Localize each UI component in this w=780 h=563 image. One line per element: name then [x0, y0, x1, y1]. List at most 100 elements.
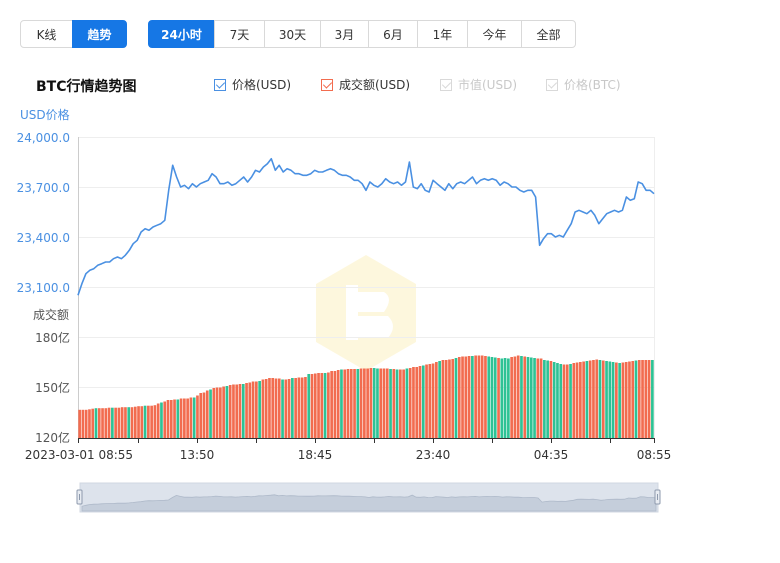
range-ytd-button[interactable]: 今年: [467, 20, 522, 48]
volume-bar: [84, 409, 88, 438]
legend-price-btc[interactable]: 价格(BTC): [546, 76, 621, 93]
legend-price-usd[interactable]: 价格(USD): [214, 76, 291, 93]
volume-bar: [313, 373, 317, 438]
volume-bar: [395, 369, 399, 438]
volume-bar: [585, 361, 589, 438]
volume-axis-title: 成交额: [33, 307, 69, 322]
volume-bar: [340, 369, 343, 438]
price-tick-label: 23,100.0: [17, 281, 70, 295]
volume-bar: [91, 408, 95, 438]
volume-bar: [493, 357, 497, 438]
legend-marketcap-usd[interactable]: 市值(USD): [440, 76, 517, 93]
volume-bar: [556, 363, 559, 438]
volume-bar: [124, 407, 127, 438]
checkbox-icon: [440, 78, 452, 91]
volume-bar: [382, 368, 386, 438]
volume-bar: [212, 388, 216, 438]
checkbox-icon: [214, 78, 226, 91]
volume-bar: [300, 377, 304, 438]
volume-bar: [408, 368, 412, 438]
volume-bar: [592, 360, 595, 438]
volume-bar: [219, 387, 222, 438]
volume-bar: [104, 408, 108, 438]
volume-bar: [565, 364, 569, 438]
volume-bar: [615, 362, 618, 438]
range-30d-button[interactable]: 30天: [264, 20, 321, 48]
volume-bar: [281, 379, 284, 438]
volume-bar: [349, 369, 353, 438]
legend-label: 市值(USD): [458, 78, 518, 92]
volume-bar: [405, 368, 409, 438]
volume-bar: [428, 364, 432, 438]
volume-bar: [120, 407, 124, 438]
range-1y-button[interactable]: 1年: [417, 20, 468, 48]
volume-bar: [536, 358, 540, 438]
volume-bar: [127, 407, 131, 438]
volume-bar: [503, 358, 507, 438]
legend-label: 价格(USD): [232, 78, 292, 92]
volume-bar: [241, 384, 245, 438]
volume-bar: [582, 361, 585, 438]
volume-bar: [454, 358, 458, 438]
volume-bar: [372, 368, 376, 438]
volume-bar: [97, 408, 101, 438]
volume-bar: [435, 362, 438, 438]
volume-bar: [333, 371, 337, 438]
volume-bar: [415, 367, 419, 438]
volume-bar: [412, 367, 415, 438]
volume-bar: [327, 372, 330, 438]
zoom-handle-left[interactable]: [76, 489, 83, 505]
volume-bar: [647, 360, 651, 438]
volume-bar: [232, 384, 235, 438]
range-24h-button[interactable]: 24小时: [148, 20, 215, 48]
volume-bar: [160, 402, 163, 438]
kline-button[interactable]: K线: [20, 20, 73, 48]
volume-bar: [611, 362, 615, 438]
volume-bar: [575, 362, 579, 438]
volume-bar: [94, 408, 98, 438]
trend-button[interactable]: 趋势: [72, 20, 127, 48]
price-tick-label: 23,700.0: [17, 181, 70, 195]
volume-bar: [310, 374, 314, 438]
volume-bar: [215, 387, 219, 438]
volume-bar: [255, 381, 258, 438]
legend-label: 成交额(USD): [339, 78, 411, 92]
data-zoom-slider[interactable]: [76, 482, 661, 513]
volume-bar: [539, 358, 543, 438]
volume-bar: [418, 366, 422, 438]
volume-bar: [304, 377, 307, 438]
volume-bar: [114, 407, 117, 438]
volume-bar: [572, 363, 576, 438]
range-6m-button[interactable]: 6月: [368, 20, 418, 48]
volume-bar: [317, 373, 320, 438]
range-all-button[interactable]: 全部: [521, 20, 576, 48]
legend-label: 价格(BTC): [564, 78, 621, 92]
volume-bar: [421, 365, 425, 438]
volume-bar: [549, 361, 553, 438]
legend-volume-usd[interactable]: 成交额(USD): [321, 76, 410, 93]
volume-bar: [271, 378, 275, 438]
volume-bar: [628, 361, 631, 438]
volume-bar: [238, 384, 242, 438]
volume-bar: [366, 368, 369, 438]
volume-bar: [441, 360, 445, 438]
volume-bar: [228, 385, 232, 438]
zoom-handle-right[interactable]: [654, 489, 661, 505]
volume-bar: [130, 407, 134, 438]
volume-bar: [264, 379, 268, 438]
volume-bar: [330, 371, 333, 438]
volume-bar: [205, 390, 209, 438]
volume-bar: [510, 357, 513, 438]
volume-bar: [173, 399, 176, 438]
volume-bar: [307, 374, 311, 438]
volume-bar: [153, 405, 157, 438]
volume-bar: [156, 403, 160, 438]
volume-bar: [199, 393, 203, 438]
volume-bar: [474, 355, 477, 438]
volume-bar: [444, 360, 448, 438]
x-tick-label: 18:45: [298, 448, 333, 462]
volume-bar: [451, 359, 455, 438]
volume-bar: [346, 369, 350, 438]
price-tick-label: 24,000.0: [17, 131, 70, 145]
volume-bar: [147, 405, 150, 438]
